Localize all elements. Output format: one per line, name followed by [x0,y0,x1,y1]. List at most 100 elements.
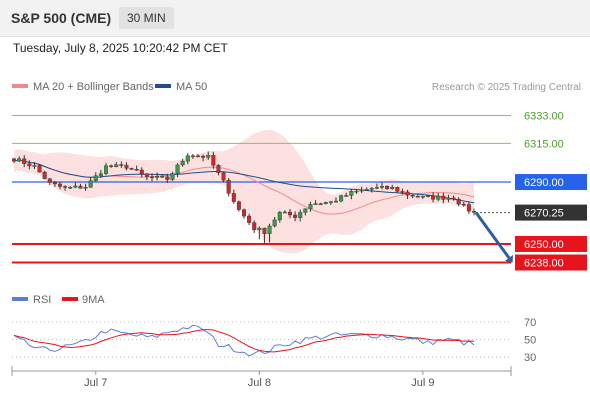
last-price-box [515,204,587,221]
top-bar: S&P 500 (CME) 30 MIN [0,0,590,37]
rsi-line [13,324,475,357]
candle-body [221,172,226,181]
candle-body [288,211,293,216]
candle-body [175,164,180,174]
candle-body [461,203,466,206]
candle-body [466,204,471,212]
candle-body [42,171,47,179]
candle-body [313,203,318,205]
ma50-legend-swatch [155,84,171,88]
candle-body [349,190,354,196]
candle-body [282,211,287,214]
candle-body [32,165,37,167]
candle-body [216,165,221,173]
candle-body [426,195,431,197]
candle-body [190,155,195,157]
candle-body [293,214,298,218]
candle-body [257,227,262,231]
candle-body [400,191,405,193]
price-level-labels: 6333.00 6315.00 6290.00 6270.25 6250.00 6238.… [515,110,587,271]
candle-body [262,227,267,234]
candle-body [354,190,359,193]
symbol-title: S&P 500 (CME) [11,10,112,26]
candle-body [267,225,272,234]
candle-body [180,160,185,166]
candle-body [420,195,425,198]
candle-body [369,188,374,190]
bollinger-band-fill [14,129,474,254]
candle-body [11,158,16,162]
candle-body [109,165,114,167]
candle-body [436,195,441,200]
datetime-label: Tuesday, July 8, 2025 10:20:42 PM CET [13,41,228,55]
rsi-legend-swatch [12,297,28,301]
candle-body [98,173,103,176]
candle-body [155,176,160,178]
candle-body [134,169,139,171]
candle-body [78,185,83,189]
candle-body [446,197,451,200]
candle-body [410,194,415,197]
candle-body [431,195,436,200]
candle-body [390,187,395,189]
candle-body [47,178,52,183]
candle-body [124,164,129,169]
candle-body [344,195,349,197]
candle-body [88,180,93,188]
candle-body [415,196,420,198]
candle-body [272,219,277,227]
candle-body [339,195,344,202]
credit-label: Research © 2025 Trading Central [432,82,581,93]
candle-body [298,212,303,218]
candle-body [328,201,333,203]
candle-body [472,210,477,213]
candle-body [201,155,206,158]
candle-body [160,176,165,178]
candles [11,151,477,244]
rsi-ma-legend-label: 9MA [82,294,105,306]
x-axis: Jul 7 Jul 8 Jul 9 [11,366,512,389]
rsi-legend: RSI 9MA [12,294,105,306]
candle-body [165,176,170,180]
timeframe-button[interactable]: 30 MIN [119,7,174,29]
pivot-label-box [515,174,587,191]
candle-body [236,201,241,210]
resistance-label: 6333.00 [524,110,564,122]
candle-body [149,176,154,178]
support-label-box [515,254,587,271]
candle-body [364,189,369,191]
candle-body [334,200,339,203]
candle-body [103,165,108,174]
candle-body [323,202,328,204]
candle-body [385,185,390,189]
candle-body [206,155,211,158]
rsi-tick-label: 50 [524,335,536,347]
candle-body [456,198,461,205]
candle-body [139,169,144,175]
candle-body [63,186,68,188]
bollinger-bands [14,129,474,254]
ma20-legend-label: MA 20 + Bollinger Bands [33,81,154,93]
candle-body [226,180,231,194]
rsi-ma-line [13,329,475,353]
candle-body [303,208,308,213]
candle-body [247,215,252,223]
candle-body [211,155,216,166]
resistance-label: 6315.00 [524,138,564,150]
support-label: 6250.00 [524,239,564,251]
candle-body [405,191,410,196]
candle-body [308,204,313,210]
candle-body [119,164,124,166]
rsi-legend-label: RSI [33,294,51,306]
candle-body [27,163,32,167]
rsi-ma-legend-swatch [62,297,78,301]
rsi-panel: 30 50 70 [12,317,536,364]
candle-body [380,185,385,188]
candle-body [73,185,78,188]
candle-body [144,173,149,177]
candle-body [22,158,27,164]
candle-body [277,212,282,221]
forecast-arrow-line [474,211,511,259]
pivot-label: 6290.00 [524,177,564,189]
candle-body [185,155,190,162]
